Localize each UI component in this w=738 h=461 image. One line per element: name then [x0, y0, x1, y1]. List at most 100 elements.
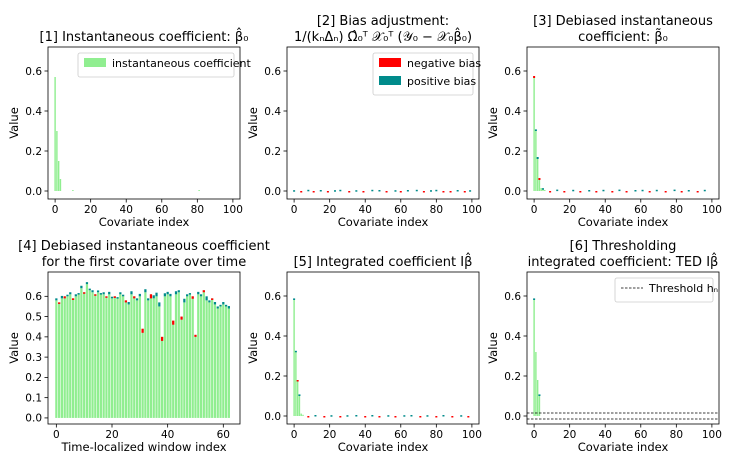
- x-tick-label: 20: [563, 204, 576, 216]
- bar: [158, 306, 161, 418]
- bias-bar: [191, 296, 194, 299]
- bar: [54, 77, 56, 191]
- bar: [172, 320, 175, 418]
- bias-bar: [91, 290, 94, 293]
- bias-bar: [355, 415, 358, 417]
- bias-bar: [88, 288, 91, 291]
- y-tick-label: 0.0: [264, 411, 281, 423]
- x-tick-label: 20: [323, 429, 336, 441]
- x-axis-label: Time-localized window index: [60, 440, 226, 454]
- bias-bar: [323, 416, 326, 418]
- bar: [83, 292, 86, 418]
- bar: [133, 296, 136, 418]
- bar: [183, 302, 186, 418]
- bar: [169, 296, 172, 418]
- bias-bar: [116, 297, 119, 299]
- bias-bar: [385, 191, 388, 193]
- bias-bar: [147, 298, 150, 301]
- bar: [302, 414, 304, 416]
- legend: negative bias positive bias: [372, 52, 481, 96]
- y-axis-label: Value: [486, 332, 500, 364]
- axes-frame: [47, 46, 241, 200]
- bias-bar: [687, 190, 690, 192]
- bias-bar: [124, 300, 128, 303]
- y-tick-label: 0.4: [25, 332, 42, 344]
- bias-bar: [186, 294, 189, 297]
- legend: Threshold hₙ: [614, 277, 718, 303]
- bias-bar: [403, 415, 406, 417]
- x-tick-label: 0: [531, 204, 538, 216]
- bias-bar: [634, 190, 637, 192]
- bias-bar: [703, 189, 706, 192]
- bar: [533, 300, 535, 416]
- bias-bar: [355, 190, 358, 192]
- x-axis-label: Covariate index: [338, 215, 429, 229]
- bias-bar: [293, 298, 296, 300]
- bias-bar: [618, 189, 621, 192]
- bias-bar: [419, 416, 422, 418]
- bar: [544, 190, 546, 191]
- bar: [222, 304, 225, 418]
- x-tick-label: 0: [291, 204, 298, 216]
- x-tick-label: 80: [191, 204, 204, 216]
- bar: [186, 296, 189, 418]
- bias-bar: [348, 191, 351, 193]
- bias-bar: [371, 415, 374, 417]
- bar: [194, 334, 197, 418]
- y-tick-label: 0.4: [264, 106, 281, 118]
- bias-bar: [113, 296, 116, 298]
- bias-bar: [625, 191, 628, 193]
- bias-bar: [314, 415, 317, 417]
- chart-p5: [5] Integrated coefficient Iβ̂ 0 20 40 60 80 1…: [246, 253, 482, 454]
- bias-bar: [60, 295, 64, 299]
- x-tick-label: 0: [531, 429, 538, 441]
- bar: [55, 300, 58, 418]
- bias-bar: [94, 294, 97, 296]
- bar: [538, 396, 541, 416]
- bias-bar: [611, 191, 614, 193]
- x-tick-label: 80: [670, 429, 683, 441]
- y-axis-label: Value: [486, 107, 500, 139]
- axes-frame: [47, 271, 241, 425]
- bias-bar: [371, 189, 374, 192]
- bias-bar: [296, 380, 299, 382]
- bar: [163, 296, 166, 418]
- y-tick-label: 0.0: [25, 186, 42, 198]
- x-axis-label: Covariate index: [578, 440, 669, 454]
- x-tick-label: 100: [702, 204, 722, 216]
- bias-bar: [449, 191, 452, 193]
- bar: [208, 302, 211, 418]
- bar: [60, 298, 64, 418]
- y-axis-label: Value: [7, 332, 21, 364]
- x-tick-label: 20: [563, 429, 576, 441]
- bar: [130, 294, 133, 418]
- bias-bar: [177, 290, 180, 293]
- bias-bar: [378, 416, 381, 418]
- bar: [174, 294, 178, 418]
- bar: [188, 294, 192, 418]
- bias-bar: [641, 189, 644, 192]
- bar: [80, 288, 83, 418]
- bar: [102, 294, 105, 418]
- chart-p4: [4] Debiased instantaneous coefficientfo…: [7, 239, 270, 454]
- x-tick-label: 40: [120, 204, 133, 216]
- bias-bar: [99, 293, 102, 295]
- y-tick-label: 0.1: [25, 392, 42, 404]
- bar: [180, 316, 183, 418]
- bar: [127, 304, 130, 418]
- y-tick-label: 0.2: [264, 146, 281, 158]
- bias-bar: [205, 296, 208, 301]
- y-tick-label: 0.0: [504, 186, 521, 198]
- bias-bar: [394, 190, 397, 192]
- bias-bar: [83, 292, 86, 294]
- bar: [219, 306, 222, 418]
- bias-bar: [542, 188, 544, 190]
- bar: [205, 300, 208, 418]
- y-tick-label: 0.2: [504, 371, 521, 383]
- bar: [166, 294, 169, 418]
- bias-bar: [680, 191, 683, 193]
- bias-bar: [538, 178, 541, 180]
- y-axis-label: Value: [7, 107, 21, 139]
- bar: [300, 413, 302, 416]
- bias-bar: [71, 298, 75, 300]
